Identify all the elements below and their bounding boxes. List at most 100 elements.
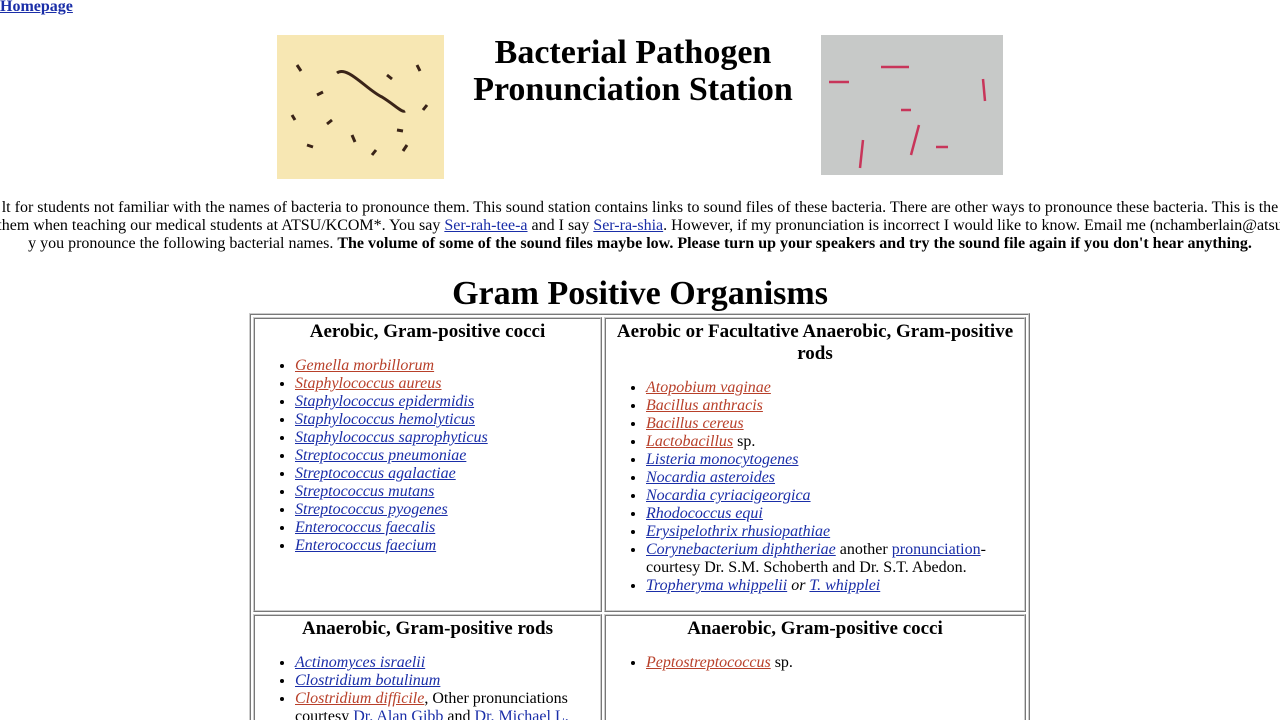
organism-link[interactable]: Bacillus anthracis bbox=[646, 397, 763, 414]
cell-heading: Aerobic or Facultative Anaerobic, Gram-p… bbox=[616, 321, 1014, 364]
organism-note: , Other pronunciations courtesy bbox=[295, 690, 568, 720]
organism: Nocardia cyriacigeorgica bbox=[646, 487, 1016, 505]
table-cell: Aerobic or Facultative Anaerobic, Gram-p… bbox=[604, 317, 1026, 612]
organism-name: Tropheryma whippelii bbox=[646, 577, 788, 594]
organism: Gemella morbillorum bbox=[295, 357, 592, 375]
organism: Lactobacillus sp. bbox=[646, 433, 1016, 451]
organism-link[interactable]: Actinomyces israelii bbox=[295, 654, 425, 671]
table-row: Aerobic, Gram-positive cocci Gemella mor… bbox=[253, 317, 1026, 612]
intro-line: lt for students not familiar with the na… bbox=[0, 199, 1280, 217]
organism-link[interactable]: Clostridium difficile bbox=[295, 690, 424, 707]
organism-link[interactable]: Lactobacillus bbox=[646, 433, 733, 450]
organism-name: Enterococcus faecium bbox=[295, 537, 437, 554]
title-line: Pronunciation Station bbox=[473, 71, 793, 108]
intro-text: them when teaching our medical students … bbox=[0, 217, 1280, 235]
organism-name: Atopobium vaginae bbox=[646, 379, 771, 396]
page-title: Bacterial Pathogen Pronunciation Station bbox=[433, 34, 833, 108]
organism-link[interactable]: Erysipelothrix rhusiopathiae bbox=[646, 523, 830, 540]
credit-link[interactable]: Dr. Alan Gibb bbox=[353, 708, 444, 720]
credit-link[interactable]: Dr. Michael L. bbox=[474, 708, 569, 720]
organism: Streptococcus mutans bbox=[295, 483, 592, 501]
image-art bbox=[290, 64, 429, 156]
organism-note: another bbox=[835, 541, 892, 558]
organism-name: Listeria monocytogenes bbox=[646, 451, 799, 468]
organism: Clostridium botulinum bbox=[295, 672, 592, 690]
organism: Tropheryma whippelii or T. whipplei bbox=[646, 577, 1016, 595]
organism: Streptococcus pyogenes bbox=[295, 501, 592, 519]
organism-note: or bbox=[787, 577, 810, 594]
cell-heading: Aerobic, Gram-positive cocci bbox=[309, 321, 546, 342]
intro-segment: y you pronounce the following bacterial … bbox=[28, 235, 338, 252]
organism-link[interactable]: Atopobium vaginae bbox=[646, 379, 771, 396]
organism: Erysipelothrix rhusiopathiae bbox=[646, 523, 1016, 541]
organism: Staphylococcus saprophyticus bbox=[295, 429, 592, 447]
organism-link[interactable]: Gemella morbillorum bbox=[295, 357, 434, 374]
organism-list: Actinomyces israelii Clostridium botulin… bbox=[255, 654, 600, 720]
organism-name: Rhodococcus equi bbox=[646, 505, 763, 522]
organism-name: Corynebacterium diphtheriae bbox=[646, 541, 836, 558]
organism-link[interactable]: Staphylococcus hemolyticus bbox=[295, 411, 475, 428]
organism-link[interactable]: Staphylococcus aureus bbox=[295, 375, 441, 392]
organism-list: Peptostreptococcus sp. bbox=[606, 654, 1024, 672]
organism-list: Gemella morbillorum Staphylococcus aureu… bbox=[255, 357, 600, 555]
organism-list: Atopobium vaginae Bacillus anthracis Bac… bbox=[606, 379, 1024, 595]
organism-table: Aerobic, Gram-positive cocci Gemella mor… bbox=[249, 313, 1030, 720]
organism-link[interactable]: Tropheryma whippelii bbox=[646, 577, 787, 594]
table-cell: Anaerobic, Gram-positive cocci Peptostre… bbox=[604, 614, 1026, 720]
organism-link[interactable]: Streptococcus agalactiae bbox=[295, 465, 456, 482]
organism: Corynebacterium diphtheriae another pron… bbox=[646, 541, 1016, 577]
intro-bold: The volume of some of the sound files ma… bbox=[337, 235, 1252, 252]
table-cell: Anaerobic, Gram-positive rods Actinomyce… bbox=[253, 614, 602, 720]
intro-text: y you pronounce the following bacterial … bbox=[28, 235, 1252, 253]
intro-text: lt for students not familiar with the na… bbox=[2, 199, 1279, 217]
organism: Clostridium difficile, Other pronunciati… bbox=[295, 690, 592, 720]
organism-name: Clostridium difficile bbox=[295, 690, 425, 707]
organism-link[interactable]: T. whipplei bbox=[809, 577, 880, 594]
organism: Bacillus anthracis bbox=[646, 397, 1016, 415]
organism-link[interactable]: Nocardia cyriacigeorgica bbox=[646, 487, 811, 504]
intro-segment: them when teaching our medical students … bbox=[0, 217, 445, 234]
organism: Enterococcus faecalis bbox=[295, 519, 592, 537]
organism: Staphylococcus epidermidis bbox=[295, 393, 592, 411]
image-art bbox=[829, 65, 987, 169]
organism-name: Staphylococcus aureus bbox=[295, 375, 442, 392]
table-row: Anaerobic, Gram-positive rods Actinomyce… bbox=[253, 614, 1026, 720]
bacteria-image-left bbox=[277, 35, 444, 179]
homepage-link[interactable]: Homepage bbox=[0, 0, 73, 15]
organism-name: Staphylococcus saprophyticus bbox=[295, 429, 488, 446]
organism-link[interactable]: Enterococcus faecium bbox=[295, 537, 436, 554]
organism: Staphylococcus aureus bbox=[295, 375, 592, 393]
organism-link[interactable]: Streptococcus mutans bbox=[295, 483, 434, 500]
organism-link[interactable]: Clostridium botulinum bbox=[295, 672, 440, 689]
organism-name: Bacillus anthracis bbox=[646, 397, 763, 414]
sound-link[interactable]: Ser-ra-shia bbox=[593, 217, 664, 234]
organism-link[interactable]: Staphylococcus epidermidis bbox=[295, 393, 474, 410]
sound-link[interactable]: Ser-rah-tee-a bbox=[444, 217, 528, 234]
organism-link[interactable]: Enterococcus faecalis bbox=[295, 519, 435, 536]
organism-link[interactable]: Corynebacterium diphtheriae bbox=[646, 541, 836, 558]
cell-heading: Anaerobic, Gram-positive cocci bbox=[687, 618, 943, 639]
organism-link[interactable]: Streptococcus pyogenes bbox=[295, 501, 448, 518]
alt-pronunciation-link[interactable]: pronunciation bbox=[891, 541, 981, 558]
organism-name: Streptococcus pyogenes bbox=[295, 501, 448, 518]
organism-link[interactable]: Rhodococcus equi bbox=[646, 505, 763, 522]
organism-link[interactable]: Bacillus cereus bbox=[646, 415, 744, 432]
organism-name: Enterococcus faecalis bbox=[295, 519, 436, 536]
organism-note: -courtesy Dr. S.M. Schoberth and Dr. S.T… bbox=[646, 541, 986, 576]
organism: Atopobium vaginae bbox=[646, 379, 1016, 397]
organism: Rhodococcus equi bbox=[646, 505, 1016, 523]
organism: Staphylococcus hemolyticus bbox=[295, 411, 592, 429]
organism-link[interactable]: Streptococcus pneumoniae bbox=[295, 447, 466, 464]
organism-name: Lactobacillus bbox=[646, 433, 734, 450]
organism-link[interactable]: Peptostreptococcus bbox=[646, 654, 771, 671]
organism-link[interactable]: Nocardia asteroides bbox=[646, 469, 775, 486]
organism: Listeria monocytogenes bbox=[646, 451, 1016, 469]
organism-name: Peptostreptococcus bbox=[646, 654, 771, 671]
organism-note: sp. bbox=[770, 654, 793, 671]
intro-line: y you pronounce the following bacterial … bbox=[0, 235, 1280, 253]
organism-link[interactable]: Listeria monocytogenes bbox=[646, 451, 798, 468]
title-line: Bacterial Pathogen bbox=[494, 34, 772, 71]
organism-link[interactable]: Staphylococcus saprophyticus bbox=[295, 429, 488, 446]
organism: Streptococcus pneumoniae bbox=[295, 447, 592, 465]
